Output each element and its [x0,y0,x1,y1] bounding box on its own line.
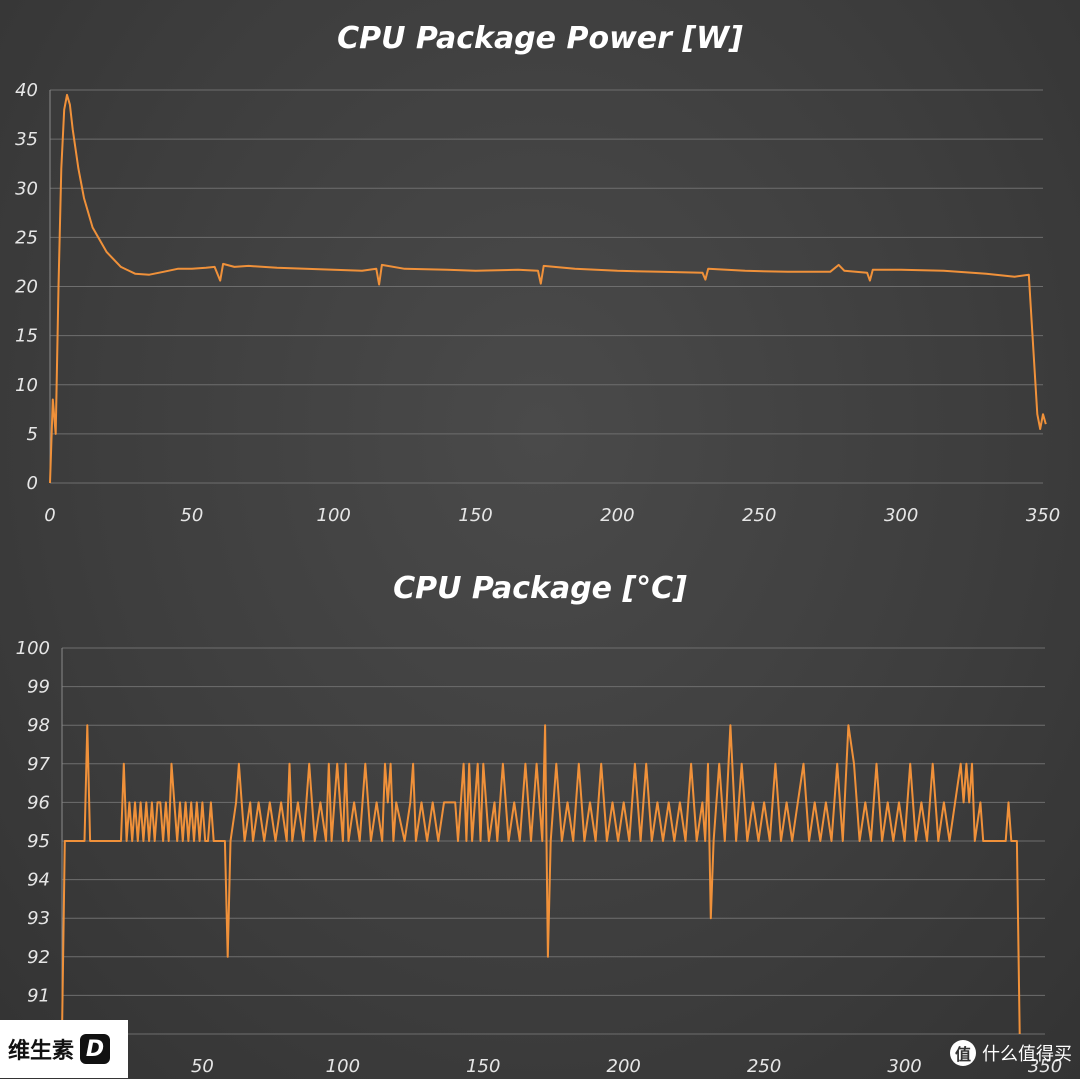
logo-left-text: 维生素 [8,1039,75,1064]
temp-y-tick-label: 96 [27,792,50,813]
power-x-tick-label: 50 [180,505,203,526]
temp-y-tick-label: 95 [27,831,50,852]
power-y-tick-labels: 0 5 10 15 20 25 30 35 40 [15,80,38,494]
power-x-tick-label: 150 [458,505,492,526]
power-x-tick-label: 200 [600,505,634,526]
power-y-tick-label: 10 [15,375,38,396]
temperature-x-tick-labels: 50 100 150 200 250 300 350 [191,1056,1062,1077]
power-chart-title: CPU Package Power [W] [337,21,743,56]
power-y-tick-label: 0 [27,473,38,494]
temp-y-tick-label: 91 [27,985,50,1006]
power-y-tick-label: 40 [15,80,38,101]
power-x-tick-label: 100 [317,505,351,526]
temp-x-tick-label: 50 [191,1056,214,1077]
temp-x-tick-label: 100 [326,1056,360,1077]
temp-x-tick-label: 200 [607,1056,641,1077]
temp-y-tick-label: 93 [27,908,50,929]
power-gridlines [49,89,1043,484]
power-x-tick-label: 300 [884,505,918,526]
temperature-series-line [61,724,1021,1035]
temp-y-tick-label: 100 [16,638,50,659]
temperature-gridlines [61,647,1045,1035]
logo-right-text: 什么值得买 [982,1044,1072,1065]
power-y-tick-label: 5 [27,424,38,445]
watermark-logo-right: 值 什么值得买 [950,1040,1072,1066]
power-y-tick-label: 30 [15,178,38,199]
power-x-tick-label: 250 [742,505,776,526]
power-x-tick-labels: 0 50 100 150 200 250 300 350 [44,505,1060,526]
temperature-chart: CPU Package [°C] 91 92 93 94 95 96 97 98 99 100 5… [16,571,1063,1077]
temp-x-tick-label: 300 [887,1056,921,1077]
power-x-tick-label: 0 [44,505,55,526]
power-x-tick-label: 350 [1026,505,1060,526]
power-chart: CPU Package Power [W] 0 5 10 15 20 25 30 35 40 0… [15,21,1060,526]
temp-y-tick-label: 94 [27,870,50,891]
temp-y-tick-label: 97 [27,754,50,775]
temp-x-tick-label: 250 [747,1056,781,1077]
logo-left-mark-icon: D [80,1034,111,1064]
watermark-logo-left: 维生素 D [0,1020,128,1078]
temp-y-tick-label: 98 [27,715,50,736]
power-y-tick-label: 35 [15,129,38,150]
temp-y-tick-label: 99 [27,677,50,698]
temp-y-tick-label: 92 [27,947,50,968]
power-y-tick-label: 25 [15,227,38,248]
power-y-tick-label: 15 [15,326,38,347]
temp-x-tick-label: 150 [466,1056,500,1077]
temperature-chart-title: CPU Package [°C] [393,571,687,606]
power-y-tick-label: 20 [15,277,38,298]
logo-right-icon: 值 [950,1040,976,1066]
temp-x-tick-label: 350 [1028,1056,1062,1077]
temperature-y-tick-labels: 91 92 93 94 95 96 97 98 99 100 [16,638,51,1006]
power-series-line [49,93,1047,484]
